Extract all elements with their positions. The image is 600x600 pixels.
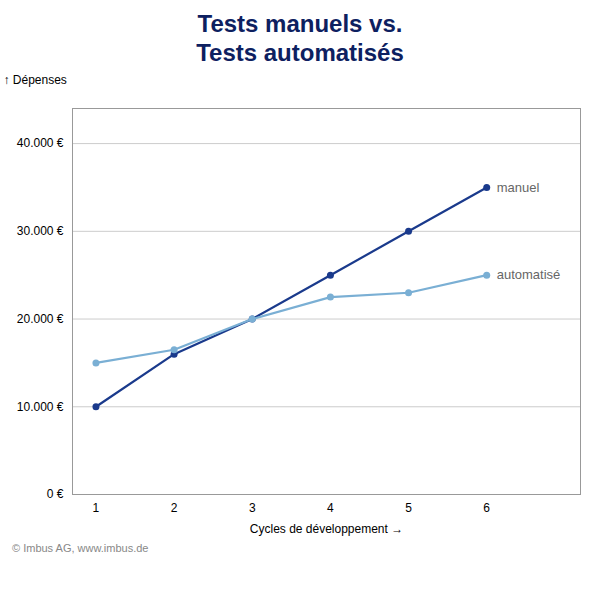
svg-text:↑ Dépenses: ↑ Dépenses	[4, 73, 67, 87]
svg-text:1: 1	[93, 501, 100, 515]
svg-text:10.000 €: 10.000 €	[17, 399, 64, 413]
svg-text:4: 4	[327, 501, 334, 515]
svg-text:30.000 €: 30.000 €	[17, 224, 64, 238]
svg-text:0 €: 0 €	[47, 487, 64, 501]
svg-text:3: 3	[249, 501, 256, 515]
svg-text:manuel: manuel	[497, 179, 540, 194]
svg-text:6: 6	[483, 501, 490, 515]
svg-text:Cycles de développement →: Cycles de développement →	[250, 521, 403, 535]
svg-text:40.000 €: 40.000 €	[17, 136, 64, 150]
html-text:Tests manuels vs. Tests automa: Tests manuels vs. Tests automatisés	[196, 10, 404, 66]
svg-text:2: 2	[171, 501, 178, 515]
html-text:© Imbus AG, www.imbus.de: © Imbus AG, www.imbus.de	[12, 541, 149, 554]
svg-text:20.000 €: 20.000 €	[17, 311, 64, 325]
svg-text:automatisé: automatisé	[497, 267, 561, 282]
svg-text:5: 5	[405, 501, 412, 515]
